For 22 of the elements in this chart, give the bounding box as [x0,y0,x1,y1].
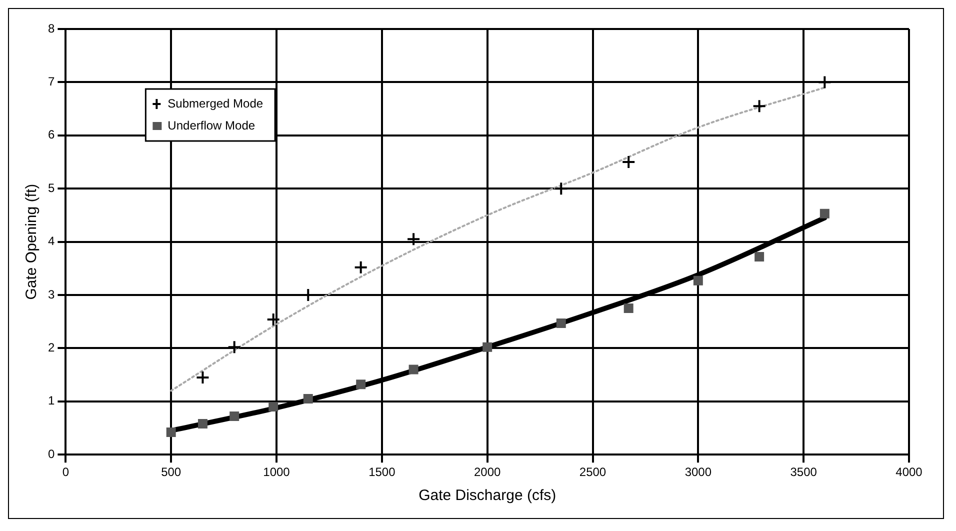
x-tick-label: 0 [62,465,70,480]
legend-label: Submerged Mode [168,96,264,110]
x-axis-title: Gate Discharge (cfs) [418,487,556,504]
y-tick-label: 7 [48,74,55,89]
y-tick-label: 3 [48,287,55,302]
y-tick-label: 1 [48,394,55,408]
x-tick-label: 3500 [790,465,818,480]
y-tick-label: 6 [48,128,55,142]
x-tick-label: 2000 [474,465,502,480]
y-tick-label: 5 [48,180,55,195]
x-tick-label: 4000 [896,465,923,480]
y-tick-label: 4 [48,234,55,248]
x-tick-label: 1000 [263,465,290,480]
x-tick-label: 1500 [368,465,396,480]
x-tick-label: 3000 [684,465,712,480]
x-tick-label: 500 [161,465,182,480]
x-tick-label: 2500 [579,465,606,480]
y-tick-label: 8 [48,21,55,36]
y-tick-label: 2 [48,340,55,355]
y-axis-title: Gate Opening (ft) [23,184,40,300]
y-tick-label: 0 [48,446,55,461]
legend-label: Underflow Mode [168,118,256,132]
